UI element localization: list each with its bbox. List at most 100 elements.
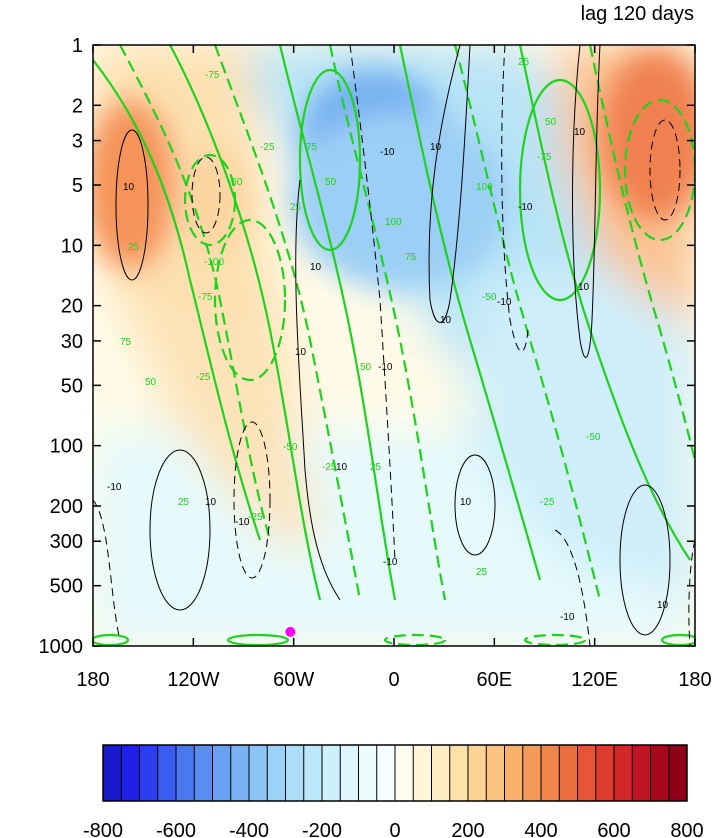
green-dashed-surface-contour [383,633,447,646]
contour-label: -25 [260,142,275,153]
x-tick-label: 180 [678,669,711,691]
y-tick-label: 200 [50,496,83,518]
location-marker [285,626,296,637]
contour-label: 75 [405,252,417,263]
black-closed-contour [115,129,149,281]
contour-label: -50 [482,292,497,303]
contour-label: 10 [657,600,669,611]
colorbar-tick-label: -400 [229,820,269,838]
green-dashed-closed-contour [213,218,287,382]
green-dashed-line [328,45,447,601]
blue-mid [290,110,510,290]
colorbar-segment [413,745,432,801]
colorbar-segment [614,745,633,801]
y-tick-label: 2 [72,95,83,117]
contour-label: 25 [518,57,530,68]
contour-label: -75 [198,292,213,303]
colorbar-segment [121,745,140,801]
contour-label: 10 [574,127,586,138]
green-solid-line [518,45,691,561]
right-red-core [600,50,695,220]
y-tick-label: 50 [61,375,83,397]
colorbar-segment [139,745,159,801]
y-tick-label: 5 [72,175,83,197]
green-solid-line [93,59,262,541]
x-tick-label: 60E [477,669,513,691]
y-tick-label: 20 [61,296,83,318]
green-dashed-line [119,45,272,541]
contour-label: -75 [205,70,220,81]
contour-label: -10 [235,517,250,528]
colorbar-segment [249,745,268,801]
contour-label: 10 [440,315,452,326]
colorbar-segment [449,745,469,801]
green-surface-contour [226,633,290,646]
colorbar-tick-label: 0 [389,820,400,838]
contour-label: -75 [537,152,552,163]
contour-label: 10 [123,182,135,193]
y-tick-label: 10 [61,235,83,257]
colorbar-segment [486,745,505,801]
contour-label: -50 [283,442,298,453]
left-red-core [93,100,175,270]
black-solid-line [428,45,471,323]
green-solid-line [398,45,542,581]
contour-label: 10 [460,497,472,508]
x-axis: 180 120W 60W 0 60E 120E 180 [76,45,712,691]
contour-label: -10 [380,147,395,158]
contour-label: -25 [322,462,337,473]
black-dashed-line [688,539,695,646]
y-tick-label: 100 [50,436,83,458]
green-solid-line [169,45,322,601]
colorbar-tick-label: 600 [597,820,630,838]
contour-label: 10 [205,497,217,508]
contour-label: -25 [196,372,211,383]
mid-orange-tongue [150,300,320,560]
colorbar-tick-label: -800 [83,820,123,838]
contour-label: 25 [370,462,382,473]
black-dashed-line [501,45,529,352]
contour-label: 100 [385,217,402,228]
colorbar-tick-label: 800 [670,820,703,838]
black-dashed-line [554,529,591,646]
y-tick-label: 1000 [39,636,84,658]
colorbar-segment [322,745,341,801]
colorbar-segment [157,745,177,801]
contour-label: 10 [310,262,322,273]
contour-label: -50 [586,432,601,443]
contour-label: -10 [378,362,393,373]
contour-label: 25 [178,497,190,508]
black-closed-contour [619,484,671,636]
green-dashed-line [588,45,695,461]
green-surface-contour [93,633,130,646]
colorbar-segment [595,745,615,801]
right-cyan-region [470,260,695,600]
y-tick-label: 3 [72,131,83,153]
x-tick-label: 120E [571,669,618,691]
colorbar-segment [285,745,305,801]
green-contours [93,45,695,646]
filled-field [93,45,695,646]
x-tick-label: 60W [273,669,314,691]
black-dashed-closed-contour [649,119,681,221]
colorbar-tick-label: 400 [524,820,557,838]
black-dashed-line [93,499,121,641]
colorbar-segment [358,745,378,801]
green-surface-contour [660,633,695,646]
contour-label: 50 [545,117,557,128]
green-closed-contour [298,68,362,252]
y-tick-label: 1 [72,35,83,57]
black-solid-line [295,179,341,601]
colorbar-segment [267,745,286,801]
colorbar-segment [559,745,578,801]
colorbar-segment [632,745,651,801]
colorbar-segment [522,745,542,801]
contour-label: -10 [383,557,398,568]
contour-label: 75 [120,337,132,348]
black-closed-contour [149,449,211,611]
contour-label: 25 [128,242,140,253]
colorbar-segment [230,745,250,801]
colorbar [102,744,688,802]
contour-label: -10 [497,297,512,308]
colorbar-segment [176,745,195,801]
